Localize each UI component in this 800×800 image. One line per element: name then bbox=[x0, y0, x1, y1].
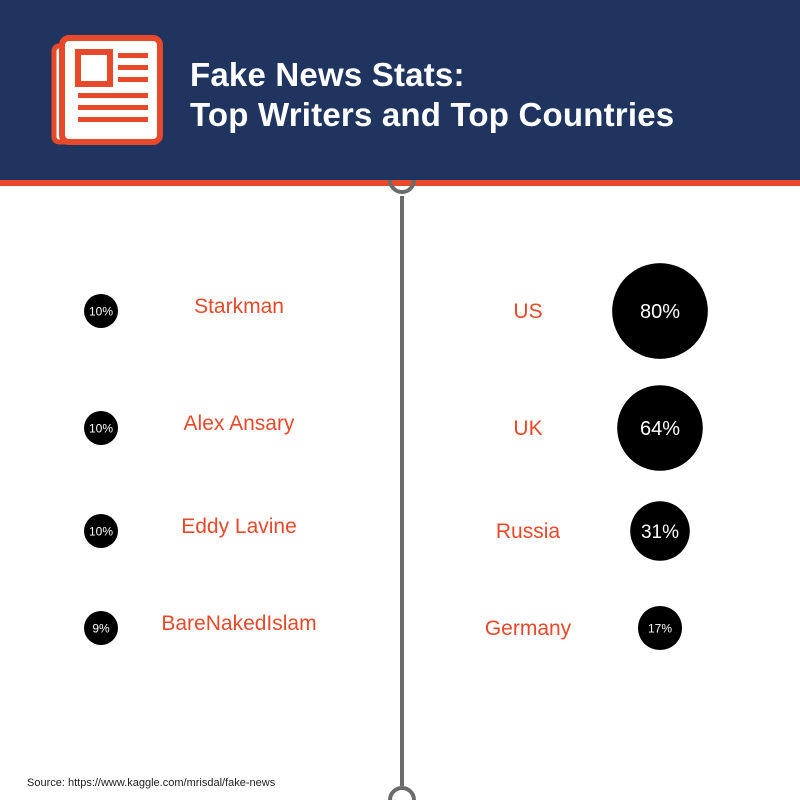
countries-chart: 80% US 64% UK 31% Russia 17% Germany bbox=[485, 263, 708, 651]
source-footnote: Source: https://www.kaggle.com/mrisdal/f… bbox=[27, 777, 276, 789]
writers-chart: 10% Starkman 10% Alex Ansary 10% Eddy Lavine 9… bbox=[84, 294, 317, 645]
country-name-label: Russia bbox=[496, 520, 561, 543]
title-line-1: Fake News Stats: bbox=[190, 56, 465, 93]
writer-bubble bbox=[84, 294, 118, 328]
writer-value-label: 10% bbox=[89, 304, 113, 318]
writer-bubble bbox=[84, 411, 118, 445]
header-accent-rule bbox=[0, 180, 800, 186]
writer-value-label: 10% bbox=[89, 524, 113, 538]
newspaper-icon bbox=[51, 35, 163, 145]
writer-value-label: 10% bbox=[89, 421, 113, 435]
country-name-label: UK bbox=[513, 417, 542, 440]
writer-name-label: Eddy Lavine bbox=[181, 515, 297, 538]
writer-value-label: 9% bbox=[92, 621, 110, 635]
writer-name-label: Starkman bbox=[194, 295, 284, 318]
country-bubble bbox=[630, 501, 690, 561]
title-line-2: Top Writers and Top Countries bbox=[190, 96, 675, 133]
writer-name-label: BareNakedIslam bbox=[161, 612, 316, 635]
country-value-label: 31% bbox=[641, 522, 679, 543]
writer-bubble bbox=[84, 611, 118, 645]
country-value-label: 80% bbox=[640, 301, 680, 323]
country-name-label: US bbox=[513, 300, 542, 323]
divider-bottom-loop bbox=[388, 786, 416, 800]
writer-name-label: Alex Ansary bbox=[184, 412, 295, 435]
country-name-label: Germany bbox=[485, 617, 572, 640]
country-bubble bbox=[637, 605, 683, 651]
country-value-label: 64% bbox=[640, 418, 680, 440]
writer-bubble bbox=[84, 514, 118, 548]
country-bubble bbox=[612, 263, 708, 359]
page-title: Fake News Stats: Top Writers and Top Cou… bbox=[190, 55, 674, 135]
country-bubble bbox=[617, 385, 703, 471]
divider-top-loop bbox=[388, 179, 416, 194]
country-value-label: 17% bbox=[648, 621, 672, 635]
